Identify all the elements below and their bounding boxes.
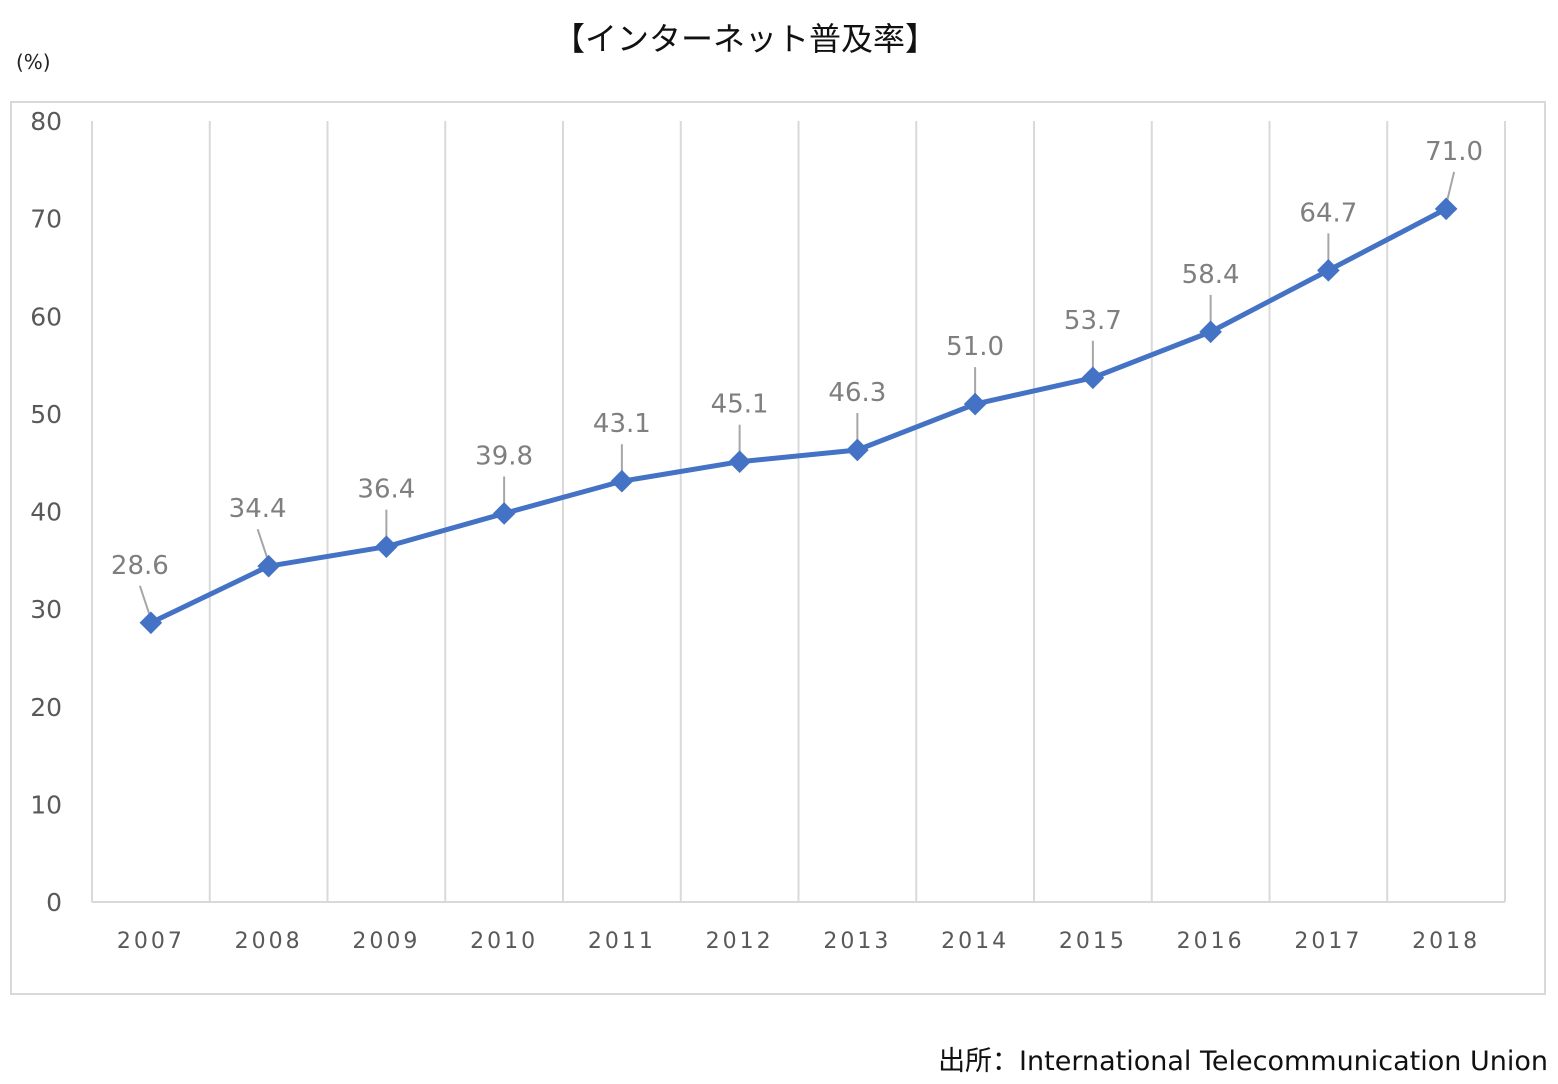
x-tick-label: 2015	[1059, 929, 1127, 954]
data-point-marker	[375, 535, 398, 558]
data-point-marker	[139, 611, 163, 635]
x-tick-label: 2009	[352, 929, 420, 954]
x-tick-label: 2008	[235, 929, 303, 954]
data-label: 45.1	[711, 390, 769, 420]
x-tick-label: 2018	[1412, 929, 1480, 954]
data-point-marker	[1317, 259, 1340, 282]
x-tick-label: 2007	[117, 929, 185, 954]
x-tick-label: 2010	[470, 929, 538, 954]
data-point-marker	[963, 392, 987, 416]
y-tick-label: 30	[30, 595, 62, 624]
x-tick-label: 2012	[706, 929, 774, 954]
data-label: 71.0	[1425, 137, 1483, 167]
data-label: 43.1	[593, 409, 651, 439]
data-point-marker	[1081, 366, 1105, 390]
data-label: 34.4	[229, 494, 287, 524]
data-label: 53.7	[1064, 306, 1122, 336]
y-tick-label: 0	[46, 888, 62, 917]
y-tick-label: 50	[30, 400, 62, 429]
data-point-marker	[1199, 320, 1222, 344]
data-point-marker	[728, 450, 751, 474]
data-label-leader	[256, 528, 270, 563]
data-label-leader	[138, 585, 152, 620]
y-tick-label: 60	[30, 302, 62, 331]
x-tick-label: 2016	[1177, 929, 1245, 954]
x-tick-label: 2011	[588, 929, 656, 954]
x-tick-label: 2014	[941, 929, 1009, 954]
data-label: 46.3	[828, 378, 886, 408]
data-label: 36.4	[357, 475, 415, 505]
data-point-marker	[846, 438, 869, 462]
data-label: 58.4	[1182, 260, 1240, 290]
y-tick-label: 70	[30, 205, 62, 234]
data-label: 64.7	[1299, 198, 1357, 228]
data-label: 39.8	[475, 441, 533, 471]
series-line	[149, 206, 1448, 626]
x-tick-label: 2013	[823, 929, 891, 954]
data-point-marker	[1434, 197, 1458, 221]
data-label: 51.0	[946, 332, 1004, 362]
data-point-marker	[610, 469, 634, 493]
x-tick-label: 2017	[1294, 929, 1362, 954]
y-tick-label: 80	[30, 107, 62, 136]
y-tick-label: 40	[30, 498, 62, 527]
y-tick-label: 20	[30, 693, 62, 722]
y-axis-unit: (%)	[16, 50, 51, 74]
data-label: 28.6	[111, 551, 169, 581]
source-note: 出所：International Telecommunication Union	[938, 1046, 1548, 1077]
data-point-marker	[492, 502, 516, 525]
chart-frame	[10, 101, 1546, 995]
chart-title: 【インターネット普及率】	[552, 20, 937, 58]
y-tick-label: 10	[30, 790, 62, 819]
data-point-marker	[257, 554, 280, 578]
